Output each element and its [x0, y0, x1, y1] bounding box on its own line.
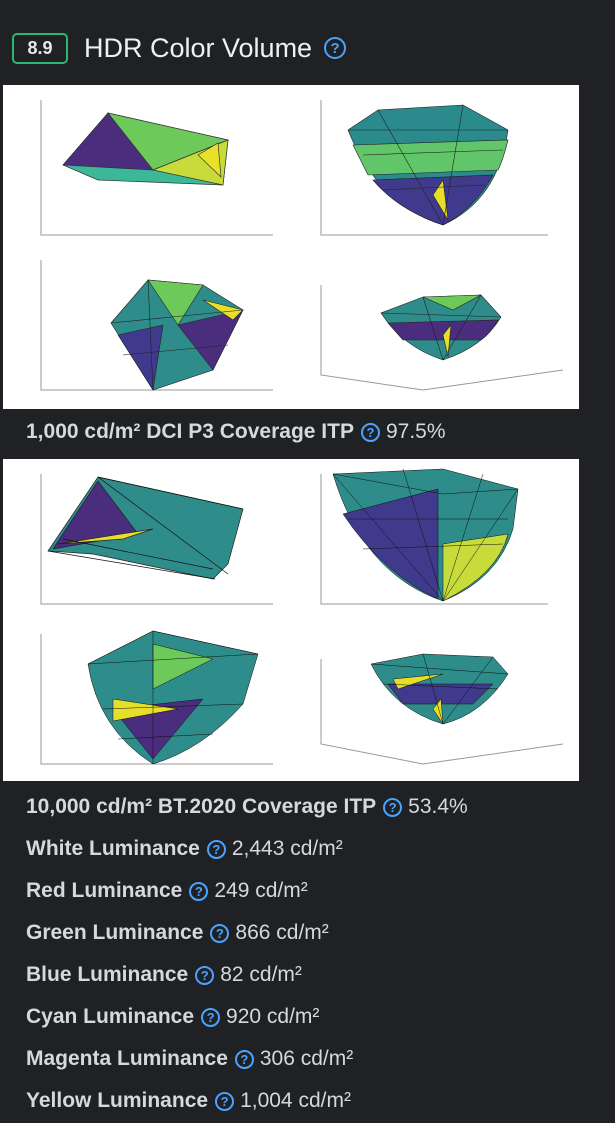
measurement-label: 10,000 cd/m² BT.2020 Coverage ITP	[26, 795, 377, 818]
section-title: HDR Color Volume	[84, 32, 313, 63]
measurement-label: 1,000 cd/m² DCI P3 Coverage ITP	[26, 420, 354, 443]
measurement-row: Yellow Luminance ? 1,004 cd/m²	[26, 1089, 351, 1113]
measurement-label: Magenta Luminance	[26, 1047, 228, 1070]
volume-plot-top-right	[347, 104, 509, 226]
question-circle-icon[interactable]: ?	[201, 1007, 221, 1027]
volume-plot-bottom-left	[87, 630, 259, 765]
measurement-row: White Luminance ? 2,443 cd/m²	[26, 837, 343, 861]
measurement-label: Yellow Luminance	[26, 1089, 209, 1112]
volume-plot-bottom-right	[380, 294, 502, 361]
volume-plot-bottom-left	[110, 279, 244, 391]
measurement-row: Red Luminance ? 249 cd/m²	[26, 879, 308, 903]
bt2020-color-volume-plots	[3, 459, 579, 781]
measurement-value: 306 cd/m²	[259, 1047, 354, 1070]
measurement-value: 2,443 cd/m²	[231, 837, 343, 860]
question-circle-icon[interactable]: ?	[210, 923, 230, 943]
question-circle-icon[interactable]: ?	[189, 881, 209, 901]
measurement-row: 10,000 cd/m² BT.2020 Coverage ITP ? 53.4…	[26, 795, 468, 819]
measurement-row: Green Luminance ? 866 cd/m²	[26, 921, 329, 945]
measurement-value: 82 cd/m²	[220, 963, 302, 986]
question-circle-icon[interactable]: ?	[360, 422, 380, 442]
measurement-label: Cyan Luminance	[26, 1005, 195, 1028]
measurement-row: Cyan Luminance ? 920 cd/m²	[26, 1005, 319, 1029]
measurement-label: Green Luminance	[26, 921, 204, 944]
question-circle-icon[interactable]: ?	[215, 1091, 235, 1111]
section-header: 8.9 HDR Color Volume ?	[12, 29, 347, 67]
measurement-label: White Luminance	[26, 837, 200, 860]
volume-plot-top-left	[47, 476, 244, 580]
question-circle-icon[interactable]: ?	[206, 839, 226, 859]
volume-plot-bottom-right	[370, 653, 509, 725]
measurement-value: 866 cd/m²	[235, 921, 329, 944]
measurement-value: 53.4%	[408, 795, 468, 818]
measurement-row: Blue Luminance ? 82 cd/m²	[26, 963, 302, 987]
question-circle-icon[interactable]: ?	[383, 797, 403, 817]
volume-plot-top-left	[62, 112, 230, 186]
measurement-row: Magenta Luminance ? 306 cd/m²	[26, 1047, 353, 1071]
measurement-value: 249 cd/m²	[214, 879, 308, 902]
measurement-value: 920 cd/m²	[226, 1005, 320, 1028]
measurement-value: 97.5%	[385, 420, 446, 443]
volume-plot-top-right	[332, 468, 519, 602]
measurement-label: Blue Luminance	[26, 963, 189, 986]
question-circle-icon[interactable]: ?	[195, 965, 215, 985]
measurement-row: 1,000 cd/m² DCI P3 Coverage ITP ? 97.5%	[26, 420, 446, 444]
measurement-value: 1,004 cd/m²	[240, 1089, 351, 1112]
question-circle-icon[interactable]: ?	[234, 1049, 254, 1069]
question-circle-icon[interactable]: ?	[324, 37, 347, 59]
dci-p3-color-volume-plots	[3, 85, 579, 409]
measurement-label: Red Luminance	[26, 879, 183, 902]
score-badge: 8.9	[12, 32, 68, 64]
